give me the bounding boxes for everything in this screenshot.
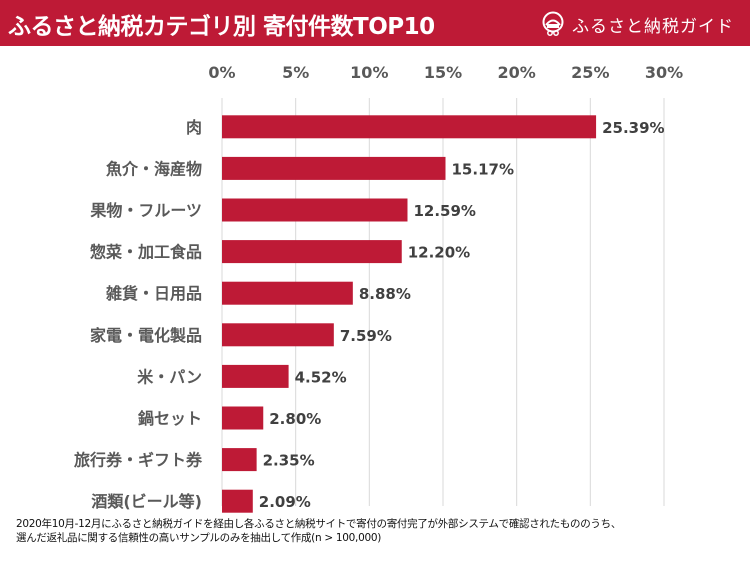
- category-label: 旅行券・ギフト券: [74, 451, 203, 470]
- chart-title: ふるさと納税カテゴリ別 寄付件数TOP10: [8, 14, 435, 40]
- value-label: 2.09%: [259, 493, 311, 511]
- bar: [222, 406, 264, 430]
- x-tick-label: 15%: [424, 63, 462, 82]
- footnote: 2020年10月-12月にふるさと納税ガイドを経由し各ふるさと納税サイトで寄付の…: [16, 517, 621, 545]
- x-tick-label: 25%: [571, 63, 609, 82]
- category-label: 果物・フルーツ: [89, 201, 202, 220]
- value-label: 12.59%: [413, 202, 475, 220]
- bars: [222, 115, 597, 513]
- footnote-line-2: 選んだ返礼品に関する信頼性の高いサンプルのみを抽出して作成(n > 100,00…: [16, 532, 382, 544]
- bar: [222, 198, 408, 222]
- header-banner: ふるさと納税カテゴリ別 寄付件数TOP10 ふるさと納税ガイド: [0, 0, 750, 46]
- x-tick-label: 0%: [208, 63, 235, 82]
- bar: [222, 281, 353, 305]
- bar-chart: 0% 5% 10% 15% 20% 25% 30% 肉魚介・海産物果物・フルーツ惣菜・加工食…: [74, 63, 683, 513]
- category-labels: 肉魚介・海産物果物・フルーツ惣菜・加工食品雑貨・日用品家電・電化製品米・パン鍋セ…: [74, 118, 203, 511]
- bar: [222, 115, 597, 139]
- category-label: 肉: [186, 118, 202, 137]
- brand-logo-group: ふるさと納税ガイド: [540, 10, 734, 38]
- category-label: 酒類(ビール等): [91, 492, 202, 511]
- category-label: 米・パン: [137, 367, 202, 386]
- category-label: 鍋セット: [138, 409, 202, 428]
- value-label: 7.59%: [340, 327, 392, 345]
- value-label: 12.20%: [408, 244, 470, 262]
- value-label: 2.35%: [263, 452, 315, 470]
- category-label: 雑貨・日用品: [105, 284, 202, 303]
- x-tick-label: 30%: [645, 63, 683, 82]
- furusato-guide-logo-icon: [542, 11, 564, 36]
- bar: [222, 240, 402, 264]
- value-label: 8.88%: [359, 285, 411, 303]
- value-label: 15.17%: [452, 160, 514, 178]
- bar: [222, 489, 253, 513]
- category-label: 惣菜・加工食品: [90, 243, 202, 262]
- bar: [222, 323, 334, 347]
- value-label: 4.52%: [295, 368, 347, 386]
- category-label: 魚介・海産物: [106, 159, 202, 178]
- bar: [222, 448, 257, 472]
- x-tick-label: 20%: [498, 63, 536, 82]
- bar: [222, 156, 446, 180]
- category-label: 家電・電化製品: [90, 326, 202, 345]
- footnote-line-1: 2020年10月-12月にふるさと納税ガイドを経由し各ふるさと納税サイトで寄付の…: [16, 518, 622, 530]
- bar: [222, 364, 289, 388]
- value-label: 2.80%: [269, 410, 321, 428]
- x-tick-label: 5%: [282, 63, 309, 82]
- brand-name: ふるさと納税ガイド: [572, 16, 734, 37]
- x-tick-label: 10%: [350, 63, 388, 82]
- value-labels: 25.39% 15.17% 12.59% 12.20% 8.88% 7.59% 4.52% 2…: [259, 119, 665, 511]
- value-label: 25.39%: [602, 119, 664, 137]
- x-axis-ticks: 0% 5% 10% 15% 20% 25% 30%: [208, 63, 683, 82]
